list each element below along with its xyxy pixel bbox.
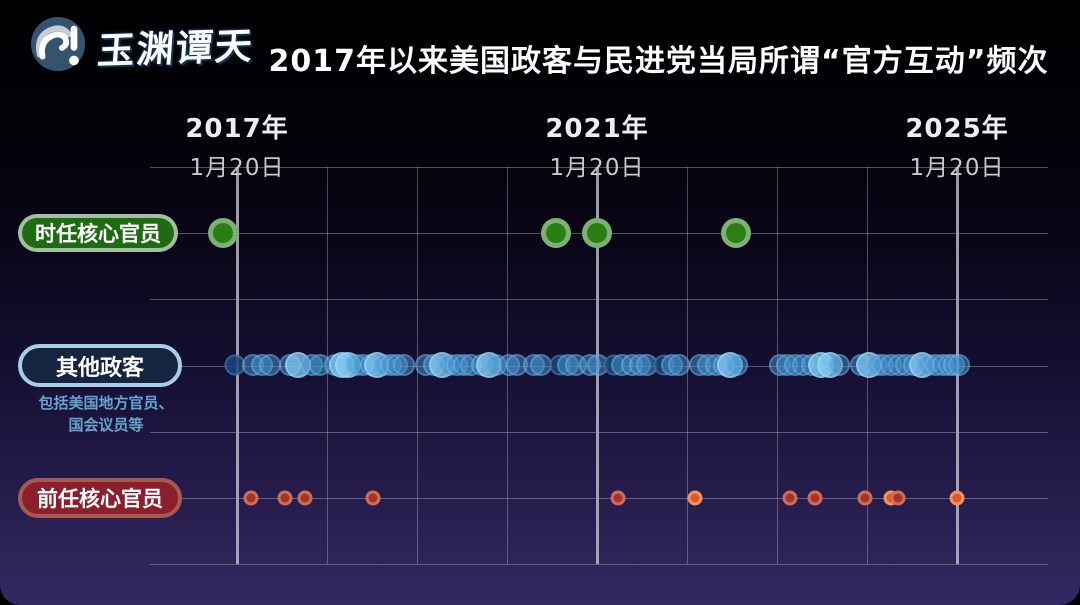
axis-tick: 2025年 1月20日 (867, 108, 1047, 182)
axis-tick-date: 1月20日 (909, 155, 1005, 181)
axis-tick-year: 2021年 (545, 114, 649, 144)
event-dot-red (243, 490, 259, 506)
axis-tick: 2021年 1月20日 (507, 108, 687, 182)
event-dot-blue (259, 354, 282, 376)
event-dot-red (949, 490, 965, 506)
logo: 玉渊谭天 (30, 16, 256, 74)
event-dot-blue (726, 354, 749, 376)
axis-tick-year: 2025年 (905, 114, 1009, 144)
grid-hline (150, 564, 1048, 565)
page-title: 2017年以来美国政客与民进党当局所谓“官方互动”频次 (268, 44, 1049, 79)
event-dot-blue (827, 354, 850, 376)
row-label-former-core-officials: 前任核心官员 (18, 478, 182, 518)
event-dot-red (277, 490, 293, 506)
event-dot-red (857, 490, 873, 506)
row-label-other-politicians: 其他政客 (18, 344, 182, 387)
grid-hline (150, 431, 1048, 433)
event-dot-red (610, 490, 626, 506)
axis-tick-date: 1月20日 (189, 155, 285, 181)
event-dot-blue (667, 354, 690, 376)
axis-tick-year: 2017年 (185, 114, 289, 144)
logo-text: 玉渊谭天 (96, 24, 256, 73)
event-dot-green (208, 218, 239, 248)
event-dot-red (687, 490, 703, 506)
sublabel-line-1: 包括美国地方官员、 (38, 394, 174, 412)
grid-hline (150, 167, 1048, 168)
event-dot-red (890, 490, 906, 506)
event-dot-green (581, 218, 612, 248)
event-dot-red (297, 490, 313, 506)
event-dot-red (807, 490, 823, 506)
event-dot-blue (947, 354, 970, 376)
event-dot-blue (393, 354, 416, 376)
event-dot-red (365, 490, 381, 506)
row-label-current-core-officials: 时任核心官员 (18, 214, 178, 252)
logo-wave-icon (30, 16, 86, 72)
sublabel-line-2: 国会议员等 (68, 415, 144, 434)
event-dot-green (541, 218, 572, 248)
event-dot-green (721, 218, 752, 248)
row-sublabel-other-politicians: 包括美国地方官员、 国会议员等 (8, 393, 204, 437)
axis-tick: 2017年 1月20日 (147, 108, 327, 182)
grid-hline (150, 497, 1048, 499)
event-dot-red (782, 490, 798, 506)
grid-hline (150, 299, 1048, 301)
axis-tick-date: 1月20日 (549, 155, 645, 181)
